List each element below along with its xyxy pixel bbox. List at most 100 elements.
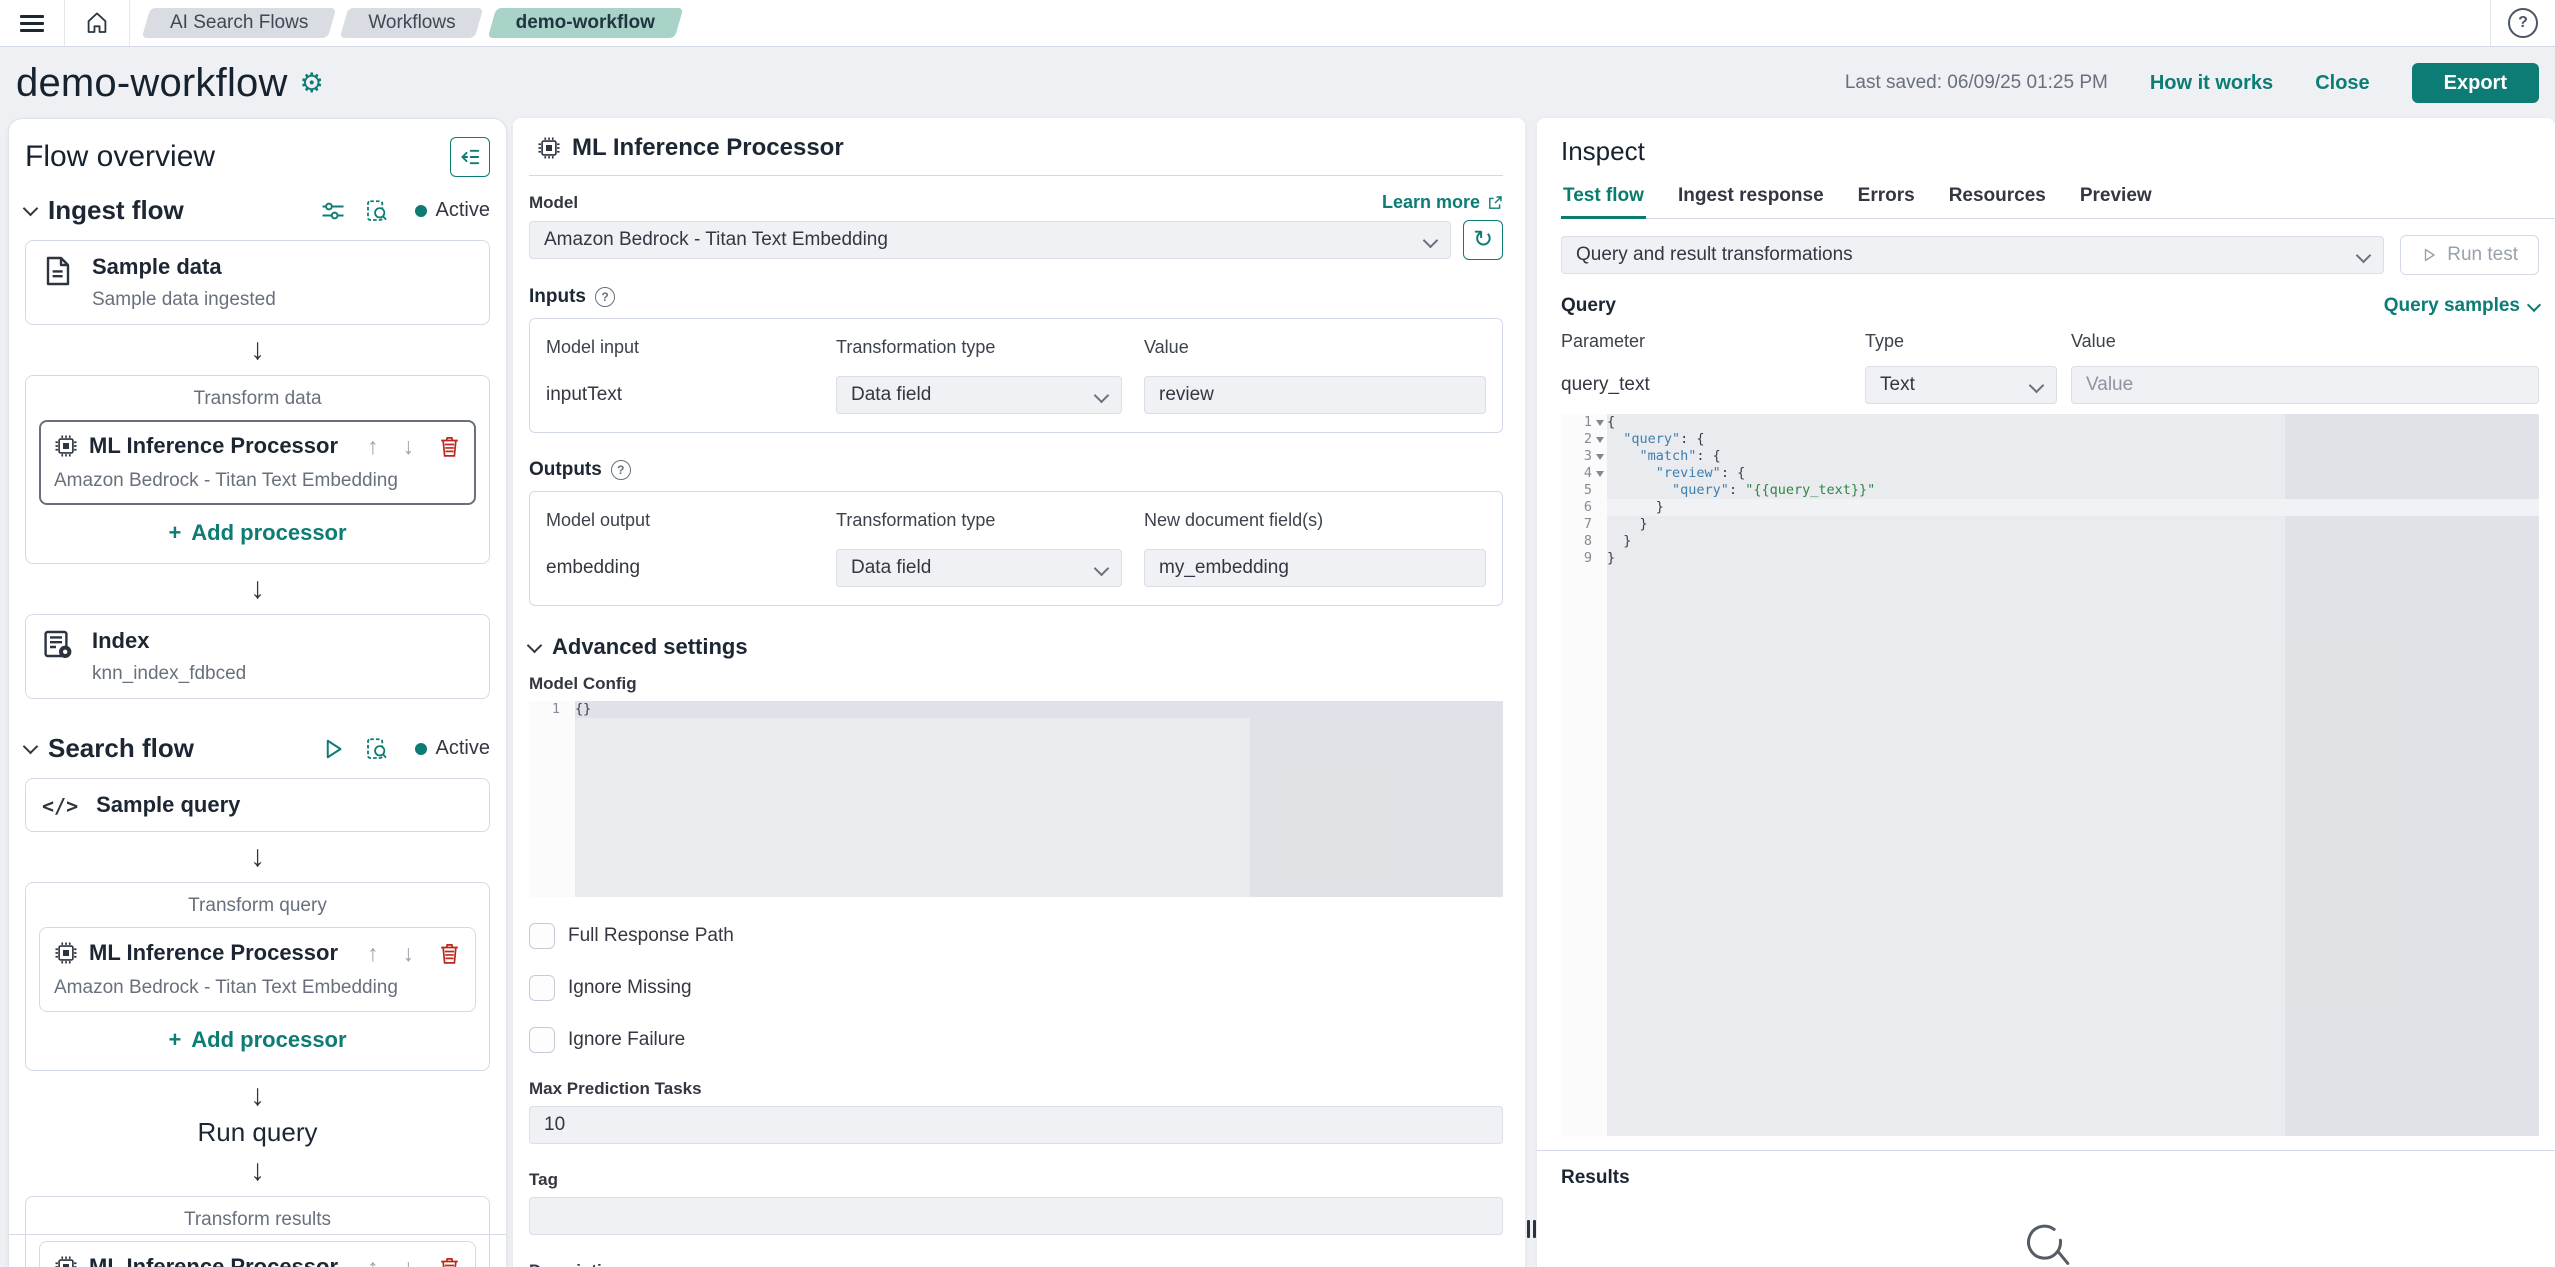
- node-subtitle: Sample data ingested: [92, 289, 276, 311]
- node-title: ML Inference Processor: [89, 940, 338, 966]
- add-processor-button[interactable]: + Add processor: [162, 519, 352, 547]
- close-link[interactable]: Close: [2315, 72, 2369, 95]
- checkbox-box[interactable]: [529, 975, 555, 1001]
- tab-preview[interactable]: Preview: [2078, 185, 2154, 218]
- chevron-down-icon: [23, 739, 39, 755]
- query-editor-lines: 1{2 "query": {3 "match": {4 "review": {5…: [1561, 414, 2539, 567]
- move-down-button[interactable]: ↓: [403, 942, 415, 965]
- fold-arrow-icon[interactable]: [1596, 454, 1604, 460]
- output-field-name-field[interactable]: [1144, 549, 1486, 587]
- flow-node-index[interactable]: Index knn_index_fdbced: [25, 614, 490, 699]
- tab-test-flow[interactable]: Test flow: [1561, 185, 1646, 218]
- ingest-inspect-button[interactable]: [365, 199, 389, 223]
- active-dot-icon: [415, 743, 427, 755]
- menu-button[interactable]: [12, 3, 52, 43]
- checkbox-full-response-path[interactable]: Full Response Path: [529, 923, 1503, 949]
- ingest-config-button[interactable]: [321, 199, 345, 223]
- advanced-checkboxes: Full Response Path Ignore Missing Ignore F…: [529, 923, 1503, 1053]
- tab-ingest-response[interactable]: Ingest response: [1676, 185, 1826, 218]
- delete-processor-button[interactable]: [438, 435, 461, 458]
- delete-processor-button[interactable]: [438, 1256, 461, 1267]
- model-config-editor[interactable]: 1 {}: [529, 701, 1503, 897]
- inspect-tabs: Test flow Ingest response Errors Resources P…: [1561, 185, 2555, 219]
- editor-print-margin: [1250, 701, 1503, 897]
- processor-editor-title: ML Inference Processor: [572, 134, 844, 162]
- code-line: 8 }: [1561, 533, 2539, 550]
- move-up-button[interactable]: ↑: [367, 942, 379, 965]
- move-down-button[interactable]: ↓: [403, 435, 415, 458]
- how-it-works-link[interactable]: How it works: [2150, 72, 2273, 95]
- home-button[interactable]: [77, 3, 117, 43]
- search-flow-header[interactable]: Search flow Active: [9, 721, 506, 772]
- panel-resizer[interactable]: [1525, 118, 1537, 1267]
- checkbox-box[interactable]: [529, 923, 555, 949]
- output-transformation-type-select[interactable]: Data field: [836, 549, 1122, 587]
- help-button[interactable]: ?: [2503, 3, 2543, 43]
- delete-processor-button[interactable]: [438, 942, 461, 965]
- tab-errors[interactable]: Errors: [1856, 185, 1917, 218]
- input-transformation-type-select[interactable]: Data field: [836, 376, 1122, 414]
- flow-node-ml-inference-processor-results[interactable]: ML Inference Processor ↑ ↓ Amazon Bedroc…: [39, 1241, 476, 1267]
- export-button[interactable]: Export: [2412, 63, 2539, 103]
- help-tooltip-icon[interactable]: ?: [611, 460, 631, 480]
- checkbox-box[interactable]: [529, 1027, 555, 1053]
- ingest-flow-header[interactable]: Ingest flow Active: [9, 183, 506, 234]
- breadcrumb-item-ai-search-flows[interactable]: AI Search Flows: [146, 8, 332, 38]
- search-status-badge: Active: [415, 737, 490, 760]
- collapse-panel-button[interactable]: [450, 137, 490, 177]
- tag-label: Tag: [529, 1170, 1503, 1190]
- flow-node-sample-data[interactable]: Sample data Sample data ingested: [25, 240, 490, 325]
- search-run-button[interactable]: [321, 737, 345, 761]
- max-prediction-tasks-field[interactable]: [529, 1106, 1503, 1144]
- add-processor-button[interactable]: + Add processor: [162, 1026, 352, 1054]
- flow-node-ml-inference-processor-query[interactable]: ML Inference Processor ↑ ↓ Amazon Bedroc…: [39, 927, 476, 1012]
- editor-gutter: [529, 701, 575, 897]
- tag-field[interactable]: [529, 1197, 1503, 1235]
- help-tooltip-icon[interactable]: ?: [595, 287, 615, 307]
- trash-icon: [438, 435, 461, 458]
- code-line: 9}: [1561, 550, 2539, 567]
- run-query-step: Run query: [9, 1115, 506, 1152]
- checkbox-ignore-failure[interactable]: Ignore Failure: [529, 1027, 1503, 1053]
- node-title: Index: [92, 628, 246, 654]
- query-editor[interactable]: 1{2 "query": {3 "match": {4 "review": {5…: [1561, 414, 2539, 1136]
- code-line: 1{: [1561, 414, 2539, 431]
- advanced-settings-toggle[interactable]: Advanced settings: [529, 634, 1503, 660]
- search-inspect-button[interactable]: [365, 737, 389, 761]
- ingest-flow-title: Ingest flow: [48, 195, 184, 226]
- fold-arrow-icon[interactable]: [1596, 437, 1604, 443]
- transformation-select[interactable]: Query and result transformations: [1561, 236, 2384, 274]
- move-up-button[interactable]: ↑: [367, 435, 379, 458]
- divider: [1537, 1150, 2555, 1151]
- inspect-document-icon: [365, 199, 389, 223]
- node-title: ML Inference Processor: [89, 1254, 338, 1267]
- parameter-type-select[interactable]: Text: [1865, 366, 2057, 404]
- plus-icon: +: [168, 1027, 181, 1053]
- search-flow-title: Search flow: [48, 733, 194, 764]
- checkbox-ignore-missing[interactable]: Ignore Missing: [529, 975, 1503, 1001]
- run-test-button[interactable]: Run test: [2400, 235, 2539, 275]
- move-up-button[interactable]: ↑: [367, 1256, 379, 1267]
- model-label: Model: [529, 193, 578, 213]
- model-select[interactable]: Amazon Bedrock - Titan Text Embedding: [529, 221, 1451, 259]
- move-down-button[interactable]: ↓: [403, 1256, 415, 1267]
- flow-node-ml-inference-processor-ingest[interactable]: ML Inference Processor ↑ ↓ Amazon Bedroc…: [39, 420, 476, 505]
- play-icon: [2421, 247, 2437, 263]
- fold-arrow-icon[interactable]: [1596, 471, 1604, 477]
- breadcrumb-item-workflows[interactable]: Workflows: [344, 8, 479, 38]
- learn-more-link[interactable]: Learn more: [1382, 192, 1503, 213]
- document-icon: [42, 255, 74, 287]
- node-subtitle: Amazon Bedrock - Titan Text Embedding: [54, 977, 461, 999]
- refresh-models-button[interactable]: ↻: [1463, 220, 1503, 260]
- parameter-value-field[interactable]: [2071, 366, 2539, 404]
- search-icon: [2018, 1215, 2082, 1267]
- input-value-field[interactable]: [1144, 376, 1486, 414]
- workflow-settings-button[interactable]: ⚙: [300, 70, 324, 97]
- flow-node-sample-query[interactable]: </> Sample query: [25, 778, 490, 832]
- arrow-up-icon: ↑: [367, 1254, 379, 1267]
- chevron-down-icon: [1423, 233, 1439, 249]
- arrow-down-icon: ↓: [403, 433, 415, 459]
- query-samples-link[interactable]: Query samples: [2384, 295, 2539, 317]
- tab-resources[interactable]: Resources: [1947, 185, 2048, 218]
- fold-arrow-icon[interactable]: [1596, 420, 1604, 426]
